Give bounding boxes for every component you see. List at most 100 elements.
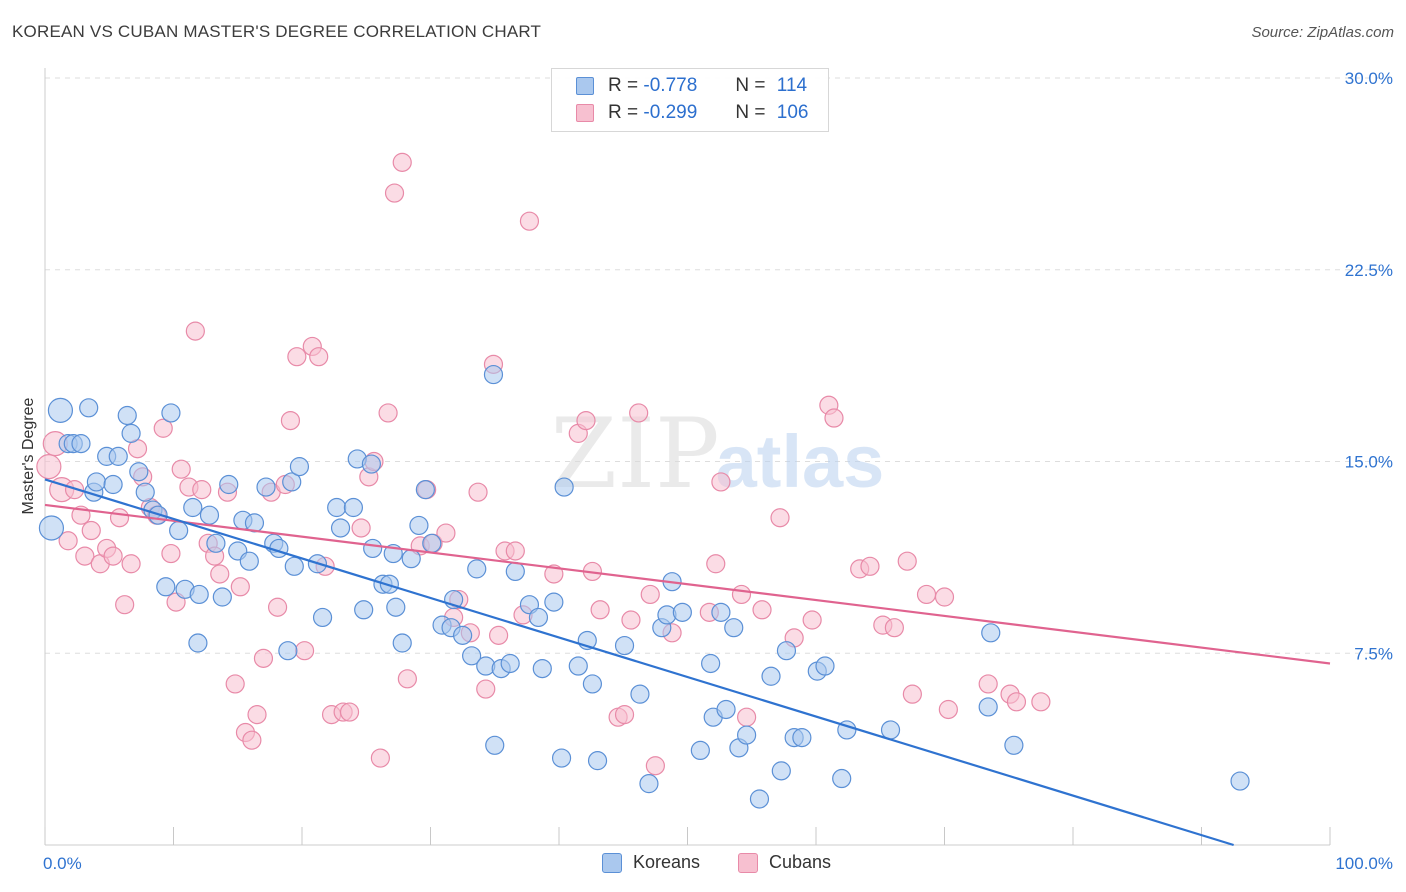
cuban-point xyxy=(210,564,230,584)
korean-point xyxy=(239,551,259,571)
korean-point xyxy=(103,474,123,495)
legend-n-value-koreans: 114 xyxy=(776,75,808,96)
cuban-point xyxy=(476,679,496,699)
legend-swatch-koreans xyxy=(576,77,594,95)
cuban-point xyxy=(544,564,564,584)
korean-point xyxy=(505,561,525,582)
cuban-point xyxy=(468,482,488,502)
cuban-point xyxy=(351,518,371,538)
korean-point xyxy=(354,600,374,620)
cuban-point xyxy=(590,600,610,620)
cuban-point xyxy=(247,705,267,725)
cuban-point xyxy=(752,600,772,620)
korean-point xyxy=(415,480,435,500)
korean-point xyxy=(832,768,852,789)
korean-point xyxy=(206,533,226,553)
korean-point xyxy=(500,653,520,674)
cuban-point xyxy=(897,551,917,571)
korean-point xyxy=(219,474,239,495)
cuban-point xyxy=(225,674,245,694)
y-axis-label: Master's Degree xyxy=(20,397,37,514)
korean-point xyxy=(129,462,149,482)
legend-r-value-cubans: -0.299 xyxy=(643,102,698,123)
cuban-point xyxy=(731,584,752,605)
korean-point xyxy=(212,587,232,607)
bottom-legend-swatch-cubans xyxy=(738,852,758,873)
korean-point xyxy=(981,623,1001,643)
korean-point xyxy=(121,423,141,443)
korean-point xyxy=(409,515,429,536)
korean-point xyxy=(528,607,549,628)
cuban-point xyxy=(614,705,635,725)
cuban-point xyxy=(711,472,731,492)
cuban-point xyxy=(505,541,525,561)
cuban-point xyxy=(576,410,596,431)
korean-point xyxy=(554,477,574,497)
y-tick-label: 15.0% xyxy=(1345,453,1393,472)
cuban-trend-line xyxy=(44,503,1331,665)
cuban-point xyxy=(161,543,181,564)
korean-point xyxy=(135,482,155,502)
cuban-point xyxy=(287,347,307,367)
bottom-legend-swatch-koreans xyxy=(602,852,622,873)
korean-point xyxy=(483,364,504,385)
legend-row-cubans: R = -0.299 N = 106 xyxy=(576,101,808,125)
legend-r-value-koreans: -0.778 xyxy=(643,75,698,96)
bottom-legend-koreans: Koreans xyxy=(602,852,700,873)
legend-r-label: R = xyxy=(608,75,639,96)
cuban-point xyxy=(934,587,955,607)
cuban-point xyxy=(58,531,78,551)
korean-point xyxy=(284,556,304,576)
cuban-point xyxy=(824,408,844,428)
korean-point xyxy=(551,748,572,768)
cuban-point xyxy=(884,618,904,638)
korean-point xyxy=(183,497,203,518)
korean-point xyxy=(587,751,608,771)
korean-point xyxy=(86,472,107,492)
cuban-point xyxy=(621,610,641,630)
korean-point xyxy=(737,725,757,745)
cuban-point xyxy=(121,554,141,574)
korean-point xyxy=(639,774,659,794)
korean-point xyxy=(386,597,406,617)
korean-point xyxy=(188,633,208,653)
korean-point xyxy=(312,607,333,628)
korean-point xyxy=(401,549,421,569)
cuban-point xyxy=(185,321,205,341)
korean-point xyxy=(108,446,128,466)
legend-n-label: N = xyxy=(735,75,766,96)
korean-point xyxy=(363,538,383,559)
korean-point xyxy=(761,666,781,686)
korean-point xyxy=(771,761,791,781)
cuban-point xyxy=(192,480,212,500)
cuban-point xyxy=(392,152,412,172)
korean-point xyxy=(485,735,505,755)
cuban-points xyxy=(36,152,1051,776)
cuban-point xyxy=(36,454,62,480)
cuban-point xyxy=(280,410,301,431)
cuban-point xyxy=(153,418,173,438)
korean-point xyxy=(199,505,220,525)
chart-title: KOREAN VS CUBAN MASTER'S DEGREE CORRELAT… xyxy=(12,22,542,41)
korean-point xyxy=(614,635,635,656)
source-label: Source: ZipAtlas.com xyxy=(1251,24,1394,41)
korean-point xyxy=(161,403,181,423)
korean-point xyxy=(361,454,381,474)
korean-point xyxy=(189,584,209,605)
y-tick-label: 30.0% xyxy=(1345,69,1393,88)
korean-point xyxy=(79,398,99,418)
cuban-point xyxy=(902,684,922,704)
label-layer: 7.5% 15.0% 22.5% 30.0% 0.0% 100.0% Master's De… xyxy=(20,69,1393,873)
korean-point xyxy=(330,518,351,538)
korean-point xyxy=(289,457,310,477)
legend: R = -0.778 N = 114 R = -0.299 N = 106 xyxy=(551,68,829,132)
korean-point xyxy=(467,559,487,579)
cuban-point xyxy=(397,669,417,689)
x-tick-label-max: 100.0% xyxy=(1335,854,1393,873)
korean-point xyxy=(672,602,692,622)
cuban-point xyxy=(640,584,660,605)
korean-point xyxy=(169,520,189,541)
cuban-point xyxy=(645,756,665,776)
korean-point xyxy=(776,641,797,661)
cuban-point xyxy=(253,648,274,668)
